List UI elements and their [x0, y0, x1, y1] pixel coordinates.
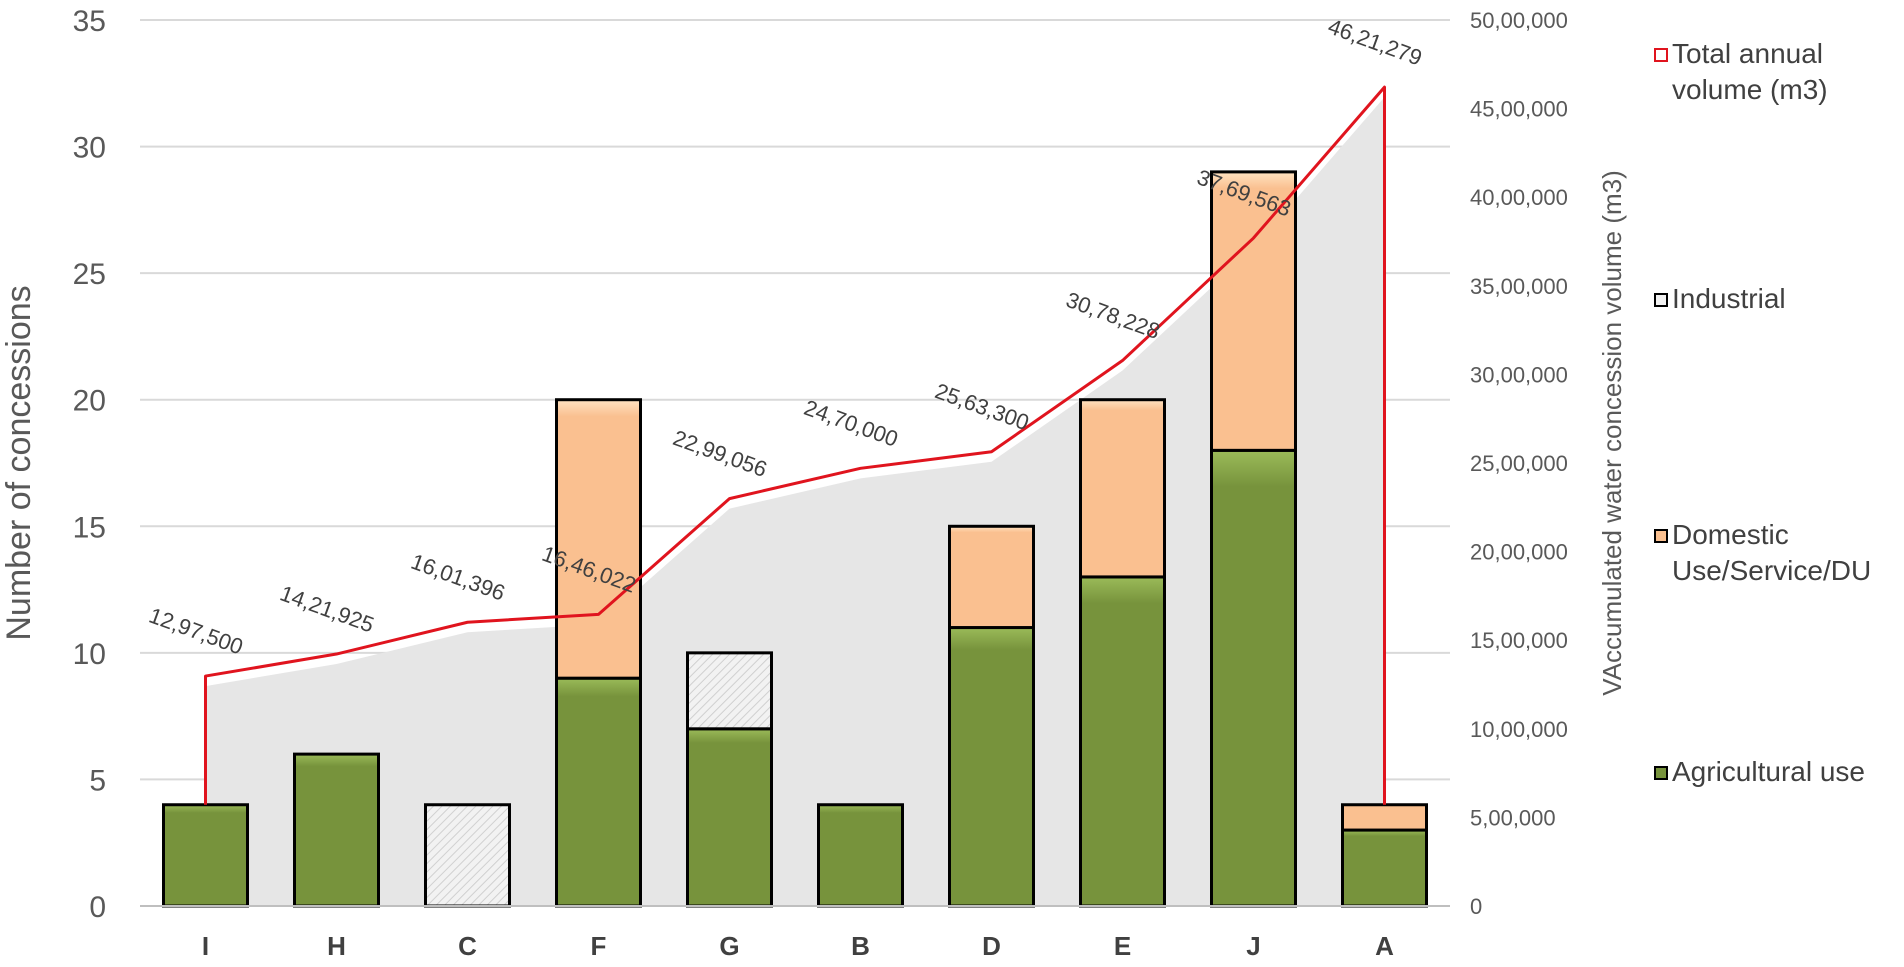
volume-data-label: 30,78,228: [1063, 287, 1164, 344]
bar-agricultural: [555, 676, 642, 908]
bar-agricultural: [293, 752, 380, 908]
legend-label: Agricultural use: [1672, 756, 1865, 787]
legend-label: Industrial: [1672, 283, 1786, 314]
bar-agricultural: [162, 803, 249, 908]
y-right-tick-label: 25,00,000: [1470, 451, 1568, 476]
bar-agricultural: [948, 626, 1035, 908]
bar-domestic: [1079, 398, 1166, 579]
bar-agricultural: [686, 727, 773, 908]
bar-domestic: [948, 524, 1035, 630]
y-right-tick-label: 15,00,000: [1470, 628, 1568, 653]
legend-label: Total annual volume (m3): [1672, 38, 1828, 105]
y-right-tick-label: 50,00,000: [1470, 8, 1568, 33]
x-tick-label: H: [327, 931, 346, 961]
y-right-tick-label: 10,00,000: [1470, 717, 1568, 742]
legend-label: Domestic Use/Service/DU: [1672, 519, 1872, 586]
bar-domestic: [1210, 170, 1297, 452]
legend-swatch-total-volume: [1654, 48, 1668, 62]
legend-swatch-domestic: [1654, 529, 1668, 543]
volume-data-label: 12,97,500: [146, 603, 247, 660]
legend-item-agricultural: Agricultural use: [1654, 754, 1865, 790]
y-left-axis-title: Number of concessions: [0, 285, 38, 640]
x-tick-label: D: [982, 931, 1001, 961]
bar-agricultural: [1210, 448, 1297, 908]
x-tick-label: C: [458, 931, 477, 961]
y-right-tick-label: 0: [1470, 894, 1482, 919]
y-left-tick-label: 35: [73, 5, 106, 38]
y-left-tick-label: 0: [89, 891, 106, 924]
y-left-tick-label: 5: [89, 764, 106, 797]
volume-data-label: 46,21,279: [1325, 14, 1426, 71]
bar-agricultural: [817, 803, 904, 908]
volume-line: [204, 85, 1386, 805]
volume-data-label: 24,70,000: [801, 395, 902, 452]
y-right-tick-label: 20,00,000: [1470, 540, 1568, 565]
volume-data-label: 25,63,300: [932, 378, 1033, 435]
legend-swatch-industrial: [1654, 293, 1668, 307]
volume-area-fill: [205, 97, 1385, 906]
legend-item-industrial: Industrial: [1654, 281, 1786, 317]
y-right-axis-title: VAccumulated water concession volume (m3…: [1597, 170, 1627, 696]
bar-agricultural: [1341, 828, 1428, 908]
bar-domestic: [555, 398, 642, 680]
y-left-tick-label: 30: [73, 132, 106, 165]
legend-swatch-agricultural: [1654, 766, 1668, 780]
x-tick-label: J: [1246, 931, 1260, 961]
y-left-tick-label: 15: [73, 511, 106, 544]
y-right-tick-label: 5,00,000: [1470, 805, 1556, 830]
x-tick-label: B: [851, 931, 870, 961]
volume-area: [205, 97, 1385, 906]
x-tick-label: G: [719, 931, 739, 961]
x-tick-label: I: [202, 931, 209, 961]
y-right-tick-label: 40,00,000: [1470, 185, 1568, 210]
volume-data-label: 14,21,925: [277, 581, 378, 638]
legend: Total annual volume (m3) Industrial Dome…: [1654, 0, 1904, 967]
x-tick-label: A: [1375, 931, 1394, 961]
y-right-tick-label: 45,00,000: [1470, 97, 1568, 122]
bar-domestic: [1341, 803, 1428, 832]
y-right-tick-label: 30,00,000: [1470, 362, 1568, 387]
bar-industrial: [424, 803, 511, 908]
volume-data-label: 22,99,056: [670, 425, 771, 482]
x-tick-label: F: [591, 931, 607, 961]
y-left-tick-label: 25: [73, 258, 106, 291]
y-left-tick-label: 20: [73, 385, 106, 418]
bar-agricultural: [1079, 575, 1166, 908]
bar-industrial: [686, 651, 773, 731]
volume-data-label: 16,01,396: [408, 549, 509, 606]
x-tick-label: E: [1114, 931, 1131, 961]
total-volume-line: [204, 85, 1386, 805]
y-left-tick-label: 10: [73, 638, 106, 671]
y-right-tick-label: 35,00,000: [1470, 274, 1568, 299]
bar-series: [162, 170, 1428, 908]
legend-item-domestic: Domestic Use/Service/DU: [1654, 517, 1904, 589]
axes: 0 5 10 15 20 25 30 35 0 5,00,000 10,00,000 15,00,00…: [0, 5, 1627, 961]
legend-item-total-volume: Total annual volume (m3): [1654, 36, 1904, 108]
